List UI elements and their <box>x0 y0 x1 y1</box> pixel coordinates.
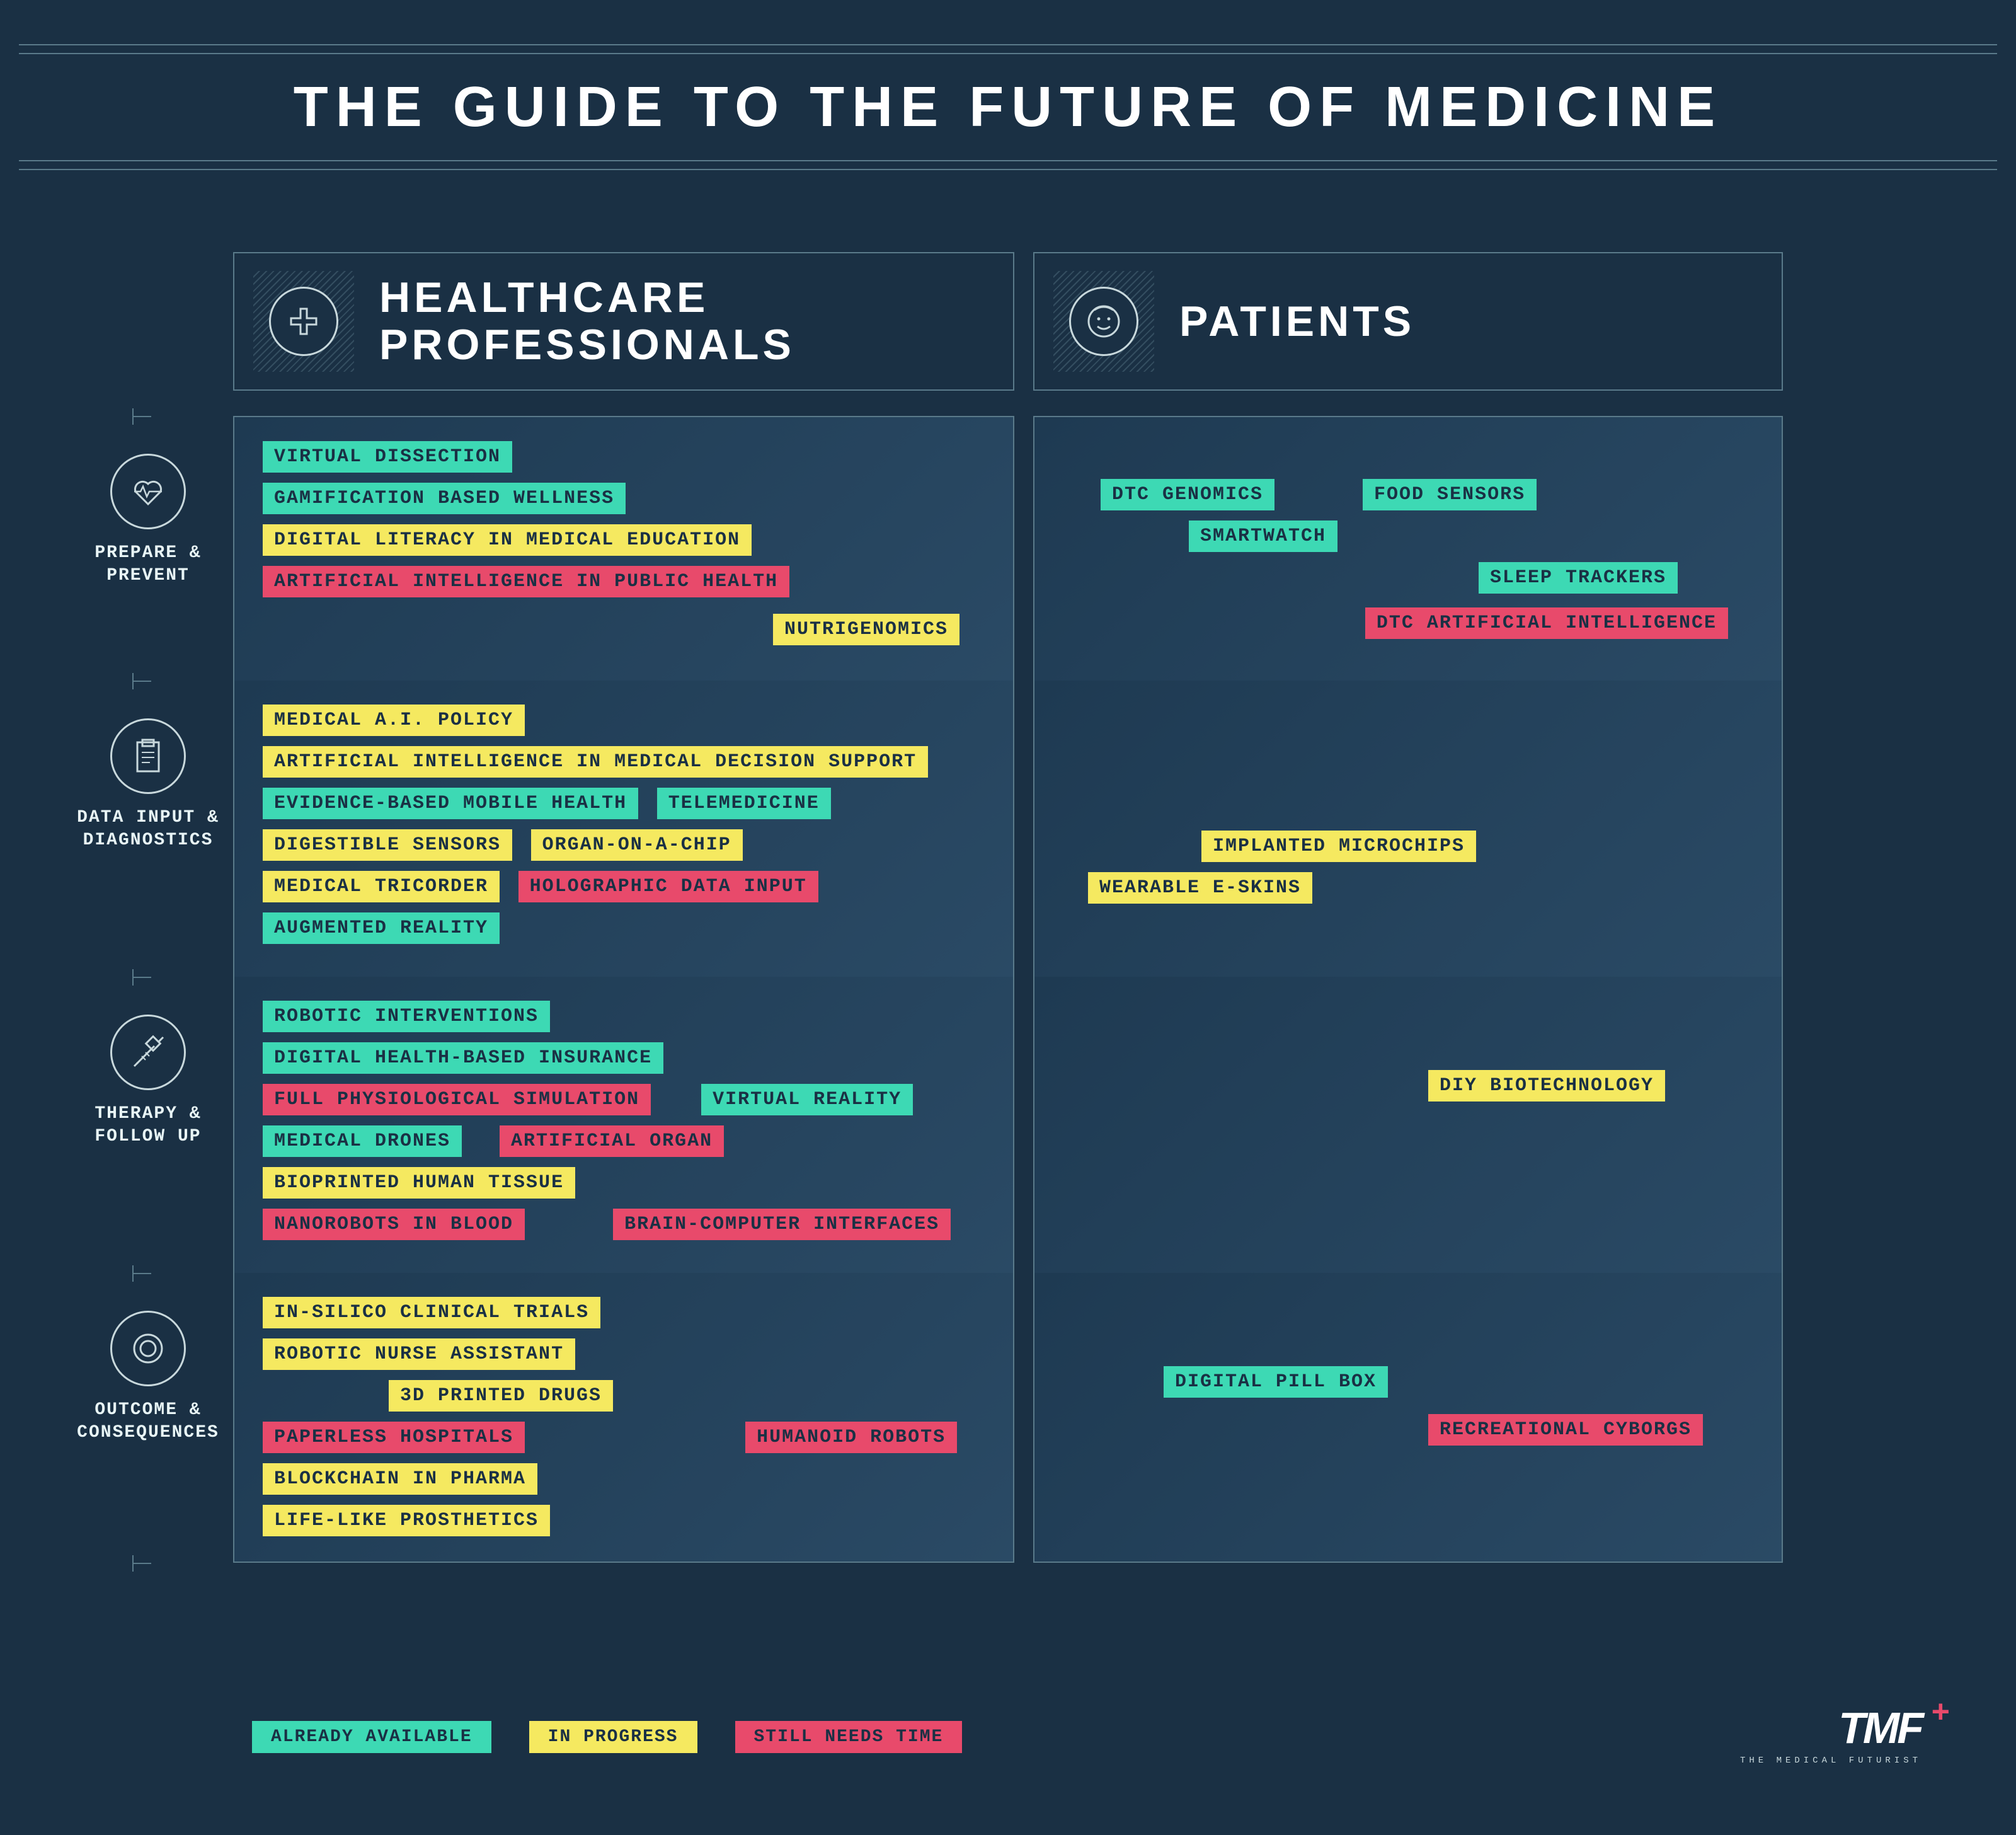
column-header-patients: PATIENTS <box>1033 252 1783 391</box>
legend-progress: IN PROGRESS <box>529 1721 697 1753</box>
tech-tag: DIY BIOTECHNOLOGY <box>1428 1070 1665 1102</box>
clipboard-icon <box>110 718 186 794</box>
tech-tag: HUMANOID ROBOTS <box>745 1422 957 1453</box>
tech-tag: BLOCKCHAIN IN PHARMA <box>263 1463 537 1495</box>
tech-tag: GAMIFICATION BASED WELLNESS <box>263 483 626 514</box>
main-title: THE GUIDE TO THE FUTURE OF MEDICINE <box>294 75 1722 140</box>
tech-tag: BIOPRINTED HUMAN TISSUE <box>263 1167 575 1199</box>
tech-tag: ARTIFICIAL INTELLIGENCE IN PUBLIC HEALTH <box>263 566 789 597</box>
tech-tag: MEDICAL DRONES <box>263 1125 462 1157</box>
cell-therapy-hc: ROBOTIC INTERVENTIONS DIGITAL HEALTH-BASE… <box>233 977 1014 1273</box>
tech-tag: VIRTUAL REALITY <box>701 1084 913 1115</box>
tech-tag: MEDICAL A.I. POLICY <box>263 705 525 736</box>
cell-outcome-pt: DIGITAL PILL BOX RECREATIONAL CYBORGS <box>1033 1273 1783 1563</box>
column-header-healthcare: HEALTHCARE PROFESSIONALS <box>233 252 1014 391</box>
cell-prepare-pt: DTC GENOMICS FOOD SENSORS SMARTWATCH SLEE… <box>1033 416 1783 681</box>
cell-therapy-pt: DIY BIOTECHNOLOGY <box>1033 977 1783 1273</box>
tech-tag: RECREATIONAL CYBORGS <box>1428 1414 1703 1446</box>
plus-icon: + <box>1931 1693 1947 1730</box>
tech-tag: DIGITAL LITERACY IN MEDICAL EDUCATION <box>263 524 752 556</box>
title-bar: THE GUIDE TO THE FUTURE OF MEDICINE <box>19 44 1997 170</box>
tech-tag: PAPERLESS HOSPITALS <box>263 1422 525 1453</box>
tech-tag: FOOD SENSORS <box>1363 479 1537 510</box>
tech-tag: SMARTWATCH <box>1189 521 1337 552</box>
tech-tag: ROBOTIC NURSE ASSISTANT <box>263 1338 575 1370</box>
cell-data-hc: MEDICAL A.I. POLICY ARTIFICIAL INTELLIGE… <box>233 681 1014 977</box>
row-title: DATA INPUT & DIAGNOSTICS <box>69 807 227 853</box>
tech-tag: NUTRIGENOMICS <box>773 614 959 645</box>
tech-tag: 3D PRINTED DRUGS <box>389 1380 613 1412</box>
tech-tag: DTC ARTIFICIAL INTELLIGENCE <box>1365 607 1728 639</box>
tech-tag: DIGESTIBLE SENSORS <box>263 829 512 861</box>
row-tick <box>132 416 151 417</box>
tech-tag: NANOROBOTS IN BLOOD <box>263 1209 525 1240</box>
tech-tag: BRAIN-COMPUTER INTERFACES <box>613 1209 951 1240</box>
tech-tag: ARTIFICIAL ORGAN <box>500 1125 724 1157</box>
logo-subtitle: THE MEDICAL FUTURIST <box>1740 1756 1922 1766</box>
cell-data-pt: IMPLANTED MICROCHIPS WEARABLE E-SKINS <box>1033 681 1783 977</box>
row-label-prepare: PREPARE & PREVENT <box>69 454 227 588</box>
row-title: PREPARE & PREVENT <box>69 542 227 588</box>
tech-tag: IN-SILICO CLINICAL TRIALS <box>263 1297 600 1328</box>
tech-tag: DIGITAL PILL BOX <box>1164 1366 1388 1398</box>
tech-tag: AUGMENTED REALITY <box>263 912 500 944</box>
tech-tag: IMPLANTED MICROCHIPS <box>1201 831 1476 862</box>
tech-tag: EVIDENCE-BASED MOBILE HEALTH <box>263 788 638 819</box>
target-icon <box>110 1311 186 1386</box>
row-title: THERAPY & FOLLOW UP <box>69 1103 227 1149</box>
tech-tag: DIGITAL HEALTH-BASED INSURANCE <box>263 1042 663 1074</box>
legend-needs: STILL NEEDS TIME <box>735 1721 963 1753</box>
row-tick <box>132 1563 151 1564</box>
tech-tag: LIFE-LIKE PROSTHETICS <box>263 1505 550 1536</box>
row-tick <box>132 977 151 978</box>
legend: ALREADY AVAILABLE IN PROGRESS STILL NEEDS … <box>252 1721 962 1753</box>
tech-tag: FULL PHYSIOLOGICAL SIMULATION <box>263 1084 651 1115</box>
col-pt-title: PATIENTS <box>1179 298 1415 345</box>
cell-outcome-hc: IN-SILICO CLINICAL TRIALS ROBOTIC NURSE A… <box>233 1273 1014 1563</box>
row-label-therapy: THERAPY & FOLLOW UP <box>69 1015 227 1149</box>
tech-tag: WEARABLE E-SKINS <box>1088 872 1312 904</box>
row-label-outcome: OUTCOME & CONSEQUENCES <box>69 1311 227 1445</box>
row-label-data: DATA INPUT & DIAGNOSTICS <box>69 718 227 853</box>
footer-logo: TMF + THE MEDICAL FUTURIST <box>1740 1703 1922 1766</box>
heart-icon <box>110 454 186 529</box>
col-hc-title: HEALTHCARE PROFESSIONALS <box>379 274 795 369</box>
tech-tag: ORGAN-ON-A-CHIP <box>531 829 743 861</box>
logo-text: TMF + <box>1838 1703 1922 1753</box>
plus-icon <box>269 287 338 356</box>
tech-tag: ROBOTIC INTERVENTIONS <box>263 1001 550 1032</box>
legend-available: ALREADY AVAILABLE <box>252 1721 491 1753</box>
syringe-icon <box>110 1015 186 1090</box>
tech-tag: HOLOGRAPHIC DATA INPUT <box>518 871 818 902</box>
tech-tag: MEDICAL TRICORDER <box>263 871 500 902</box>
row-title: OUTCOME & CONSEQUENCES <box>69 1399 227 1445</box>
row-tick <box>132 681 151 682</box>
face-icon <box>1069 287 1138 356</box>
row-tick <box>132 1273 151 1274</box>
cell-prepare-hc: VIRTUAL DISSECTION GAMIFICATION BASED WEL… <box>233 416 1014 681</box>
infographic-grid: HEALTHCARE PROFESSIONALS PATIENTS PREPAR… <box>82 252 1934 1690</box>
tech-tag: DTC GENOMICS <box>1101 479 1274 510</box>
tech-tag: VIRTUAL DISSECTION <box>263 441 512 473</box>
tech-tag: TELEMEDICINE <box>657 788 831 819</box>
tech-tag: SLEEP TRACKERS <box>1479 562 1678 594</box>
tech-tag: ARTIFICIAL INTELLIGENCE IN MEDICAL DECIS… <box>263 746 928 778</box>
